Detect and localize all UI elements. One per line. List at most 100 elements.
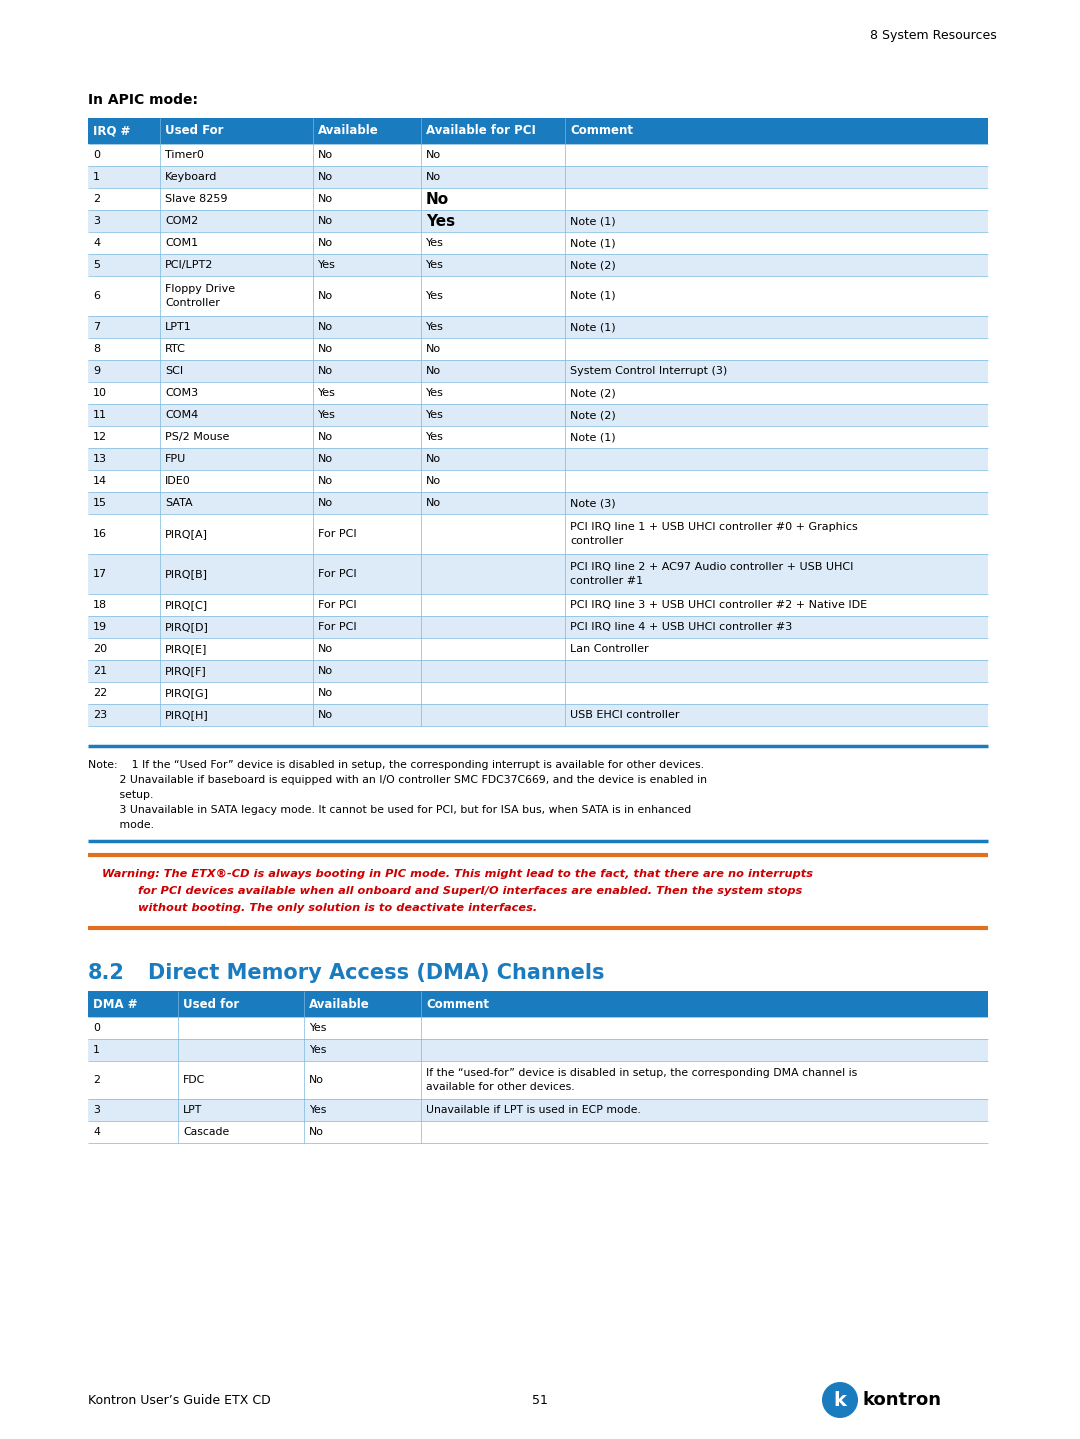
Text: 6: 6 bbox=[93, 291, 100, 301]
Text: No: No bbox=[318, 291, 333, 301]
Text: No: No bbox=[426, 453, 441, 463]
Text: No: No bbox=[318, 194, 333, 204]
Text: Yes: Yes bbox=[318, 410, 336, 420]
Text: available for other devices.: available for other devices. bbox=[426, 1082, 575, 1092]
Text: Lan Controller: Lan Controller bbox=[570, 645, 649, 653]
Text: No: No bbox=[309, 1127, 324, 1137]
Text: COM1: COM1 bbox=[165, 237, 198, 248]
Text: 12: 12 bbox=[93, 432, 107, 442]
Bar bbox=[87, 616, 988, 637]
Text: Yes: Yes bbox=[309, 1105, 326, 1115]
Bar bbox=[87, 514, 988, 554]
Text: Note (1): Note (1) bbox=[570, 291, 616, 301]
Text: SATA: SATA bbox=[165, 498, 192, 508]
Text: Yes: Yes bbox=[309, 1045, 326, 1055]
Text: 11: 11 bbox=[93, 410, 107, 420]
Text: Unavailable if LPT is used in ECP mode.: Unavailable if LPT is used in ECP mode. bbox=[426, 1105, 640, 1115]
Text: No: No bbox=[318, 645, 333, 653]
Text: No: No bbox=[426, 344, 441, 354]
Bar bbox=[87, 682, 988, 704]
Text: Yes: Yes bbox=[426, 410, 444, 420]
Text: LPT: LPT bbox=[183, 1105, 202, 1115]
Text: PCI IRQ line 1 + USB UHCI controller #0 + Graphics: PCI IRQ line 1 + USB UHCI controller #0 … bbox=[570, 522, 858, 532]
Text: Warning: The ETX®-CD is always booting in PIC mode. This might lead to the fact,: Warning: The ETX®-CD is always booting i… bbox=[102, 869, 813, 879]
Text: 7: 7 bbox=[93, 322, 100, 332]
Bar bbox=[87, 448, 988, 471]
Text: Note:    1 If the “Used For” device is disabled in setup, the corresponding inte: Note: 1 If the “Used For” device is disa… bbox=[87, 760, 704, 770]
Text: 22: 22 bbox=[93, 688, 107, 698]
Text: 14: 14 bbox=[93, 476, 107, 486]
Text: PIRQ[A]: PIRQ[A] bbox=[165, 530, 208, 540]
Text: USB EHCI controller: USB EHCI controller bbox=[570, 709, 679, 720]
Text: 2: 2 bbox=[93, 194, 100, 204]
Text: No: No bbox=[426, 498, 441, 508]
Bar bbox=[87, 210, 988, 232]
Text: No: No bbox=[318, 150, 333, 160]
Text: FPU: FPU bbox=[165, 453, 186, 463]
Bar bbox=[87, 360, 988, 381]
Text: Yes: Yes bbox=[426, 237, 444, 248]
Text: For PCI: For PCI bbox=[318, 622, 356, 632]
Text: PIRQ[C]: PIRQ[C] bbox=[165, 600, 208, 610]
Text: Yes: Yes bbox=[309, 1023, 326, 1033]
Text: PCI IRQ line 4 + USB UHCI controller #3: PCI IRQ line 4 + USB UHCI controller #3 bbox=[570, 622, 793, 632]
Text: Yes: Yes bbox=[426, 322, 444, 332]
Text: Yes: Yes bbox=[318, 260, 336, 271]
Text: System Control Interrupt (3): System Control Interrupt (3) bbox=[570, 366, 727, 376]
Text: Yes: Yes bbox=[426, 389, 444, 399]
Text: In APIC mode:: In APIC mode: bbox=[87, 94, 198, 106]
Text: 8: 8 bbox=[93, 344, 100, 354]
Text: Keyboard: Keyboard bbox=[165, 173, 217, 181]
Text: 10: 10 bbox=[93, 389, 107, 399]
Text: No: No bbox=[309, 1075, 324, 1085]
Text: SCI: SCI bbox=[165, 366, 184, 376]
Bar bbox=[87, 232, 988, 255]
Text: Controller: Controller bbox=[165, 298, 220, 308]
Bar bbox=[87, 471, 988, 492]
Text: 9: 9 bbox=[93, 366, 100, 376]
Text: 20: 20 bbox=[93, 645, 107, 653]
Bar bbox=[87, 492, 988, 514]
Text: PCI IRQ line 2 + AC97 Audio controller + USB UHCI: PCI IRQ line 2 + AC97 Audio controller +… bbox=[570, 563, 853, 571]
Text: Available: Available bbox=[318, 125, 379, 138]
Text: Note (3): Note (3) bbox=[570, 498, 616, 508]
Bar bbox=[87, 637, 988, 661]
Text: Comment: Comment bbox=[570, 125, 633, 138]
Bar bbox=[87, 189, 988, 210]
Text: IRQ #: IRQ # bbox=[93, 125, 131, 138]
Text: PCI/LPT2: PCI/LPT2 bbox=[165, 260, 214, 271]
Bar bbox=[87, 1039, 988, 1061]
Text: Direct Memory Access (DMA) Channels: Direct Memory Access (DMA) Channels bbox=[148, 963, 605, 983]
Text: 2 Unavailable if baseboard is equipped with an I/O controller SMC FDC37C669, and: 2 Unavailable if baseboard is equipped w… bbox=[87, 776, 707, 786]
Text: 4: 4 bbox=[93, 1127, 99, 1137]
Text: No: No bbox=[426, 150, 441, 160]
Text: No: No bbox=[318, 216, 333, 226]
Text: COM4: COM4 bbox=[165, 410, 199, 420]
Ellipse shape bbox=[822, 1381, 858, 1417]
Text: No: No bbox=[318, 173, 333, 181]
Text: PIRQ[D]: PIRQ[D] bbox=[165, 622, 208, 632]
Text: If the “used-for” device is disabled in setup, the corresponding DMA channel is: If the “used-for” device is disabled in … bbox=[426, 1068, 858, 1078]
Text: Yes: Yes bbox=[426, 213, 455, 229]
Text: No: No bbox=[426, 173, 441, 181]
Bar bbox=[87, 594, 988, 616]
Bar bbox=[87, 426, 988, 448]
Text: No: No bbox=[426, 191, 449, 207]
Text: No: No bbox=[318, 344, 333, 354]
Text: No: No bbox=[318, 709, 333, 720]
Text: For PCI: For PCI bbox=[318, 568, 356, 578]
Text: 16: 16 bbox=[93, 530, 107, 540]
Text: 3: 3 bbox=[93, 216, 100, 226]
Text: PS/2 Mouse: PS/2 Mouse bbox=[165, 432, 229, 442]
Text: 8.2: 8.2 bbox=[87, 963, 125, 983]
Text: Note (2): Note (2) bbox=[570, 260, 616, 271]
Text: without booting. The only solution is to deactivate interfaces.: without booting. The only solution is to… bbox=[102, 904, 537, 912]
Text: COM2: COM2 bbox=[165, 216, 199, 226]
Bar bbox=[87, 1121, 988, 1143]
Text: 3 Unavailable in SATA legacy mode. It cannot be used for PCI, but for ISA bus, w: 3 Unavailable in SATA legacy mode. It ca… bbox=[87, 804, 691, 814]
Text: mode.: mode. bbox=[87, 820, 154, 830]
Text: Note (1): Note (1) bbox=[570, 216, 616, 226]
Text: Yes: Yes bbox=[318, 389, 336, 399]
Text: 8 System Resources: 8 System Resources bbox=[870, 29, 997, 42]
Text: No: No bbox=[318, 366, 333, 376]
